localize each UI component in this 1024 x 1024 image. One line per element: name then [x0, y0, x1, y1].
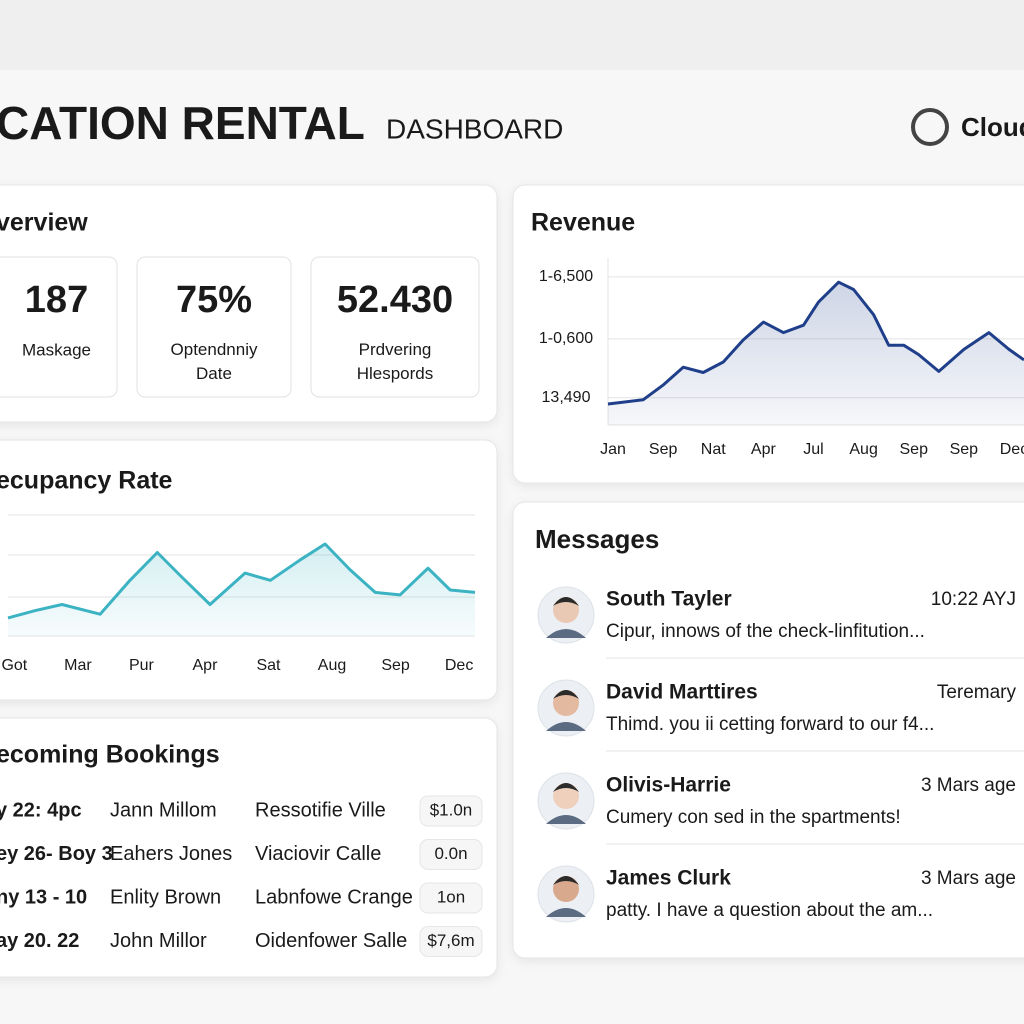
- message-name: James Clurk: [606, 867, 731, 890]
- messages-title: Messages: [535, 524, 659, 554]
- stat-label: Maskage: [22, 340, 91, 359]
- x-tick-label: Nat: [701, 441, 726, 458]
- booking-cell: ny 13 - 10: [0, 886, 87, 908]
- avatar-body: [546, 722, 586, 731]
- occupancy-title: ecupancy Rate: [0, 467, 173, 495]
- x-tick-label: Sep: [900, 441, 929, 458]
- x-tick-label: Sep: [649, 441, 678, 458]
- stat-value: 187: [25, 279, 88, 321]
- booking-amount: $7,6m: [427, 931, 474, 950]
- booking-cell: Labnfowe Crange: [255, 886, 413, 908]
- account-name[interactable]: Cloud: [961, 112, 1024, 142]
- bookings-card: [0, 717, 498, 978]
- booking-cell: Viaciovir Calle: [255, 843, 381, 865]
- amount-pill: [419, 882, 483, 914]
- x-tick-label: Apr: [751, 441, 777, 458]
- avatar-body: [546, 815, 586, 824]
- overview-title: verview: [0, 209, 88, 237]
- message-time: 10:22 AYJ: [931, 589, 1016, 610]
- line: [607, 280, 1024, 406]
- booking-amount: $1.0n: [430, 800, 473, 819]
- amount-pill: [419, 926, 483, 957]
- bookings-title: ecoming Bookings: [0, 741, 220, 769]
- message-time: 3 Mars age: [921, 868, 1016, 889]
- booking-cell: Oidenfower Salle: [255, 930, 407, 952]
- stat-value: 52.430: [337, 279, 453, 321]
- line: [7, 542, 476, 620]
- booking-amount: 1on: [437, 887, 465, 906]
- stat-label-line: Hlespords: [357, 364, 434, 383]
- message-text: Cipur, innows of the check-linfitution..…: [606, 621, 925, 642]
- stat-label-line: Date: [196, 364, 232, 383]
- y-tick-label: 1-0,600: [539, 330, 593, 347]
- avatar-body: [546, 629, 586, 638]
- booking-cell: Enlity Brown: [110, 886, 221, 908]
- cloud-icon[interactable]: [911, 108, 949, 146]
- booking-amount: 0.0n: [434, 844, 467, 863]
- x-tick-label: Jul: [803, 441, 823, 458]
- x-tick-label: Got: [1, 657, 27, 674]
- amount-pill: [419, 795, 483, 827]
- avatar-face: [553, 690, 579, 716]
- stat-box: [0, 256, 118, 398]
- stat-label-line: Prdvering: [359, 340, 432, 359]
- app-title: CATION RENTAL: [0, 97, 365, 149]
- message-text: Cumery con sed in the spartments!: [606, 807, 901, 828]
- stat-label: Prdvering Hlespords: [357, 340, 434, 383]
- avatar-hair: [553, 783, 579, 792]
- message-text: Thimd. you ii cetting forward to our f4.…: [606, 714, 934, 735]
- y-tick-label: 13,490: [542, 389, 591, 406]
- y-tick-label: 1-6,500: [539, 268, 593, 285]
- booking-cell: ay 20. 22: [0, 930, 79, 952]
- booking-cell: Ressotifie Ville: [255, 799, 386, 821]
- message-name: South Tayler: [606, 588, 732, 611]
- stat-box: [136, 256, 292, 398]
- app-subtitle: DASHBOARD: [386, 113, 563, 144]
- x-tick-label: Aug: [318, 657, 346, 674]
- avatar-hair: [553, 690, 579, 699]
- stat-label: Optendnniy Date: [171, 340, 258, 383]
- x-tick-label: Mar: [64, 657, 92, 674]
- avatar-body: [546, 908, 586, 917]
- avatar-face: [553, 783, 579, 809]
- avatar-face: [553, 876, 579, 902]
- message-time: Teremary: [937, 682, 1017, 703]
- stat-value: 75%: [176, 279, 252, 321]
- message-name: David Marttires: [606, 681, 758, 704]
- message-time: 3 Mars age: [921, 775, 1016, 796]
- x-tick-label: Sep: [381, 657, 410, 674]
- booking-cell: ey 26- Boy 3: [0, 843, 113, 865]
- area: [8, 544, 475, 636]
- area: [608, 282, 1024, 425]
- x-tick-label: Dec: [445, 657, 473, 674]
- stat-box: [310, 256, 480, 398]
- booking-cell: Jann Millom: [110, 799, 217, 821]
- booking-cell: Eahers Jones: [110, 843, 232, 865]
- x-tick-label: Apr: [193, 657, 219, 674]
- x-tick-label: Dec: [1000, 441, 1024, 458]
- x-tick-label: Aug: [849, 441, 877, 458]
- avatar-hair: [553, 597, 579, 606]
- x-tick-label: Sat: [256, 657, 281, 674]
- avatar-face: [553, 597, 579, 623]
- revenue-title: Revenue: [531, 209, 635, 237]
- booking-cell: John Millor: [110, 930, 207, 952]
- stat-label-line: Optendnniy: [171, 340, 258, 359]
- x-tick-label: Sep: [950, 441, 979, 458]
- x-tick-label: Jan: [600, 441, 626, 458]
- avatar-hair: [553, 876, 579, 885]
- x-tick-label: Pur: [129, 657, 155, 674]
- amount-pill: [419, 839, 483, 870]
- message-name: Olivis-Harrie: [606, 774, 731, 797]
- booking-cell: y 22: 4pc: [0, 799, 82, 821]
- message-text: patty. I have a question about the am...: [606, 900, 933, 921]
